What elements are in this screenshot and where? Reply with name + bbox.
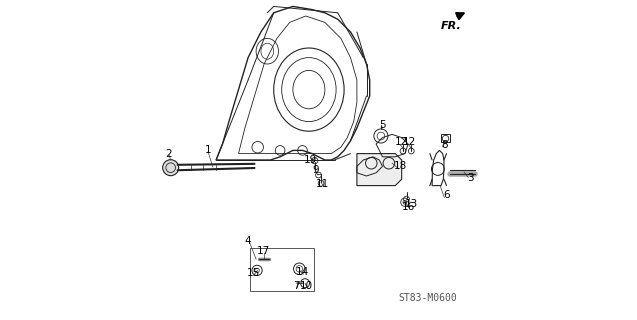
Text: 12: 12 xyxy=(403,137,417,148)
Text: 7: 7 xyxy=(293,281,299,292)
Text: 1: 1 xyxy=(204,145,211,156)
Text: 2: 2 xyxy=(165,148,171,159)
Text: 8: 8 xyxy=(441,140,448,150)
Text: 4: 4 xyxy=(244,236,251,246)
Text: 6: 6 xyxy=(443,190,450,200)
Text: 15: 15 xyxy=(247,268,260,278)
Text: 10: 10 xyxy=(300,281,313,292)
Text: 16: 16 xyxy=(401,202,415,212)
Text: ST83-M0600: ST83-M0600 xyxy=(398,292,457,303)
Text: 13: 13 xyxy=(404,199,418,209)
Bar xyxy=(441,134,450,142)
Text: 5: 5 xyxy=(379,120,386,130)
Text: FR.: FR. xyxy=(441,20,462,31)
Text: 9: 9 xyxy=(312,164,318,175)
Text: 19: 19 xyxy=(304,155,317,165)
Polygon shape xyxy=(357,154,402,186)
Text: 3: 3 xyxy=(467,172,474,183)
Circle shape xyxy=(162,160,178,176)
Text: 12: 12 xyxy=(394,137,408,148)
Text: 17: 17 xyxy=(257,246,270,256)
Bar xyxy=(250,248,313,291)
Text: 18: 18 xyxy=(394,161,407,172)
Text: 11: 11 xyxy=(316,179,329,189)
Text: 14: 14 xyxy=(296,267,309,277)
